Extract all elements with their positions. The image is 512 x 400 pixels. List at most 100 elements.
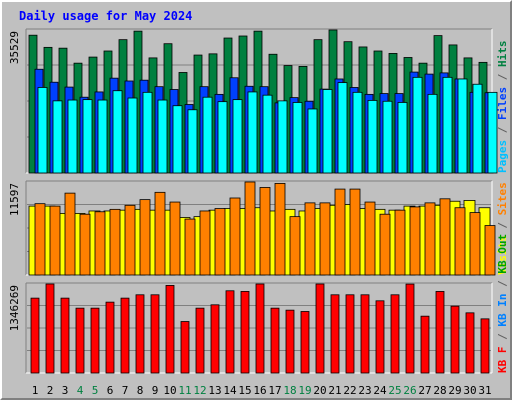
bar [277,100,288,174]
bar [457,78,468,174]
x-tick-label: 31 [478,384,491,397]
bar [424,202,436,276]
legend-entry: Sites [496,182,509,215]
series-pages [37,76,498,174]
panel-max-label: 1346269 [8,285,21,331]
bar [52,100,63,174]
bar [465,312,475,374]
bar [195,307,205,374]
panel-max-label: 35529 [8,31,21,64]
x-tick-label: 30 [463,384,476,397]
x-tick-label: 4 [77,384,84,397]
x-tick-label: 26 [403,384,416,397]
bar [315,283,325,374]
bar [75,307,85,374]
x-tick-label: 8 [137,384,144,397]
x-tick-label: 6 [107,384,114,397]
bar [487,91,498,174]
bar [49,205,61,276]
x-tick-label: 16 [253,384,266,397]
bar [360,294,370,374]
bar [270,307,280,374]
legend-entry: KB F [496,347,509,374]
bar [307,108,318,174]
x-tick-label: 29 [448,384,461,397]
bar [292,102,303,174]
bar [330,294,340,374]
panel-max-label: 11597 [8,183,21,216]
bar [229,197,241,276]
bar [439,198,451,276]
bar [390,294,400,374]
bar [379,213,391,276]
bar [409,206,421,276]
bar [124,204,136,276]
x-tick-label: 3 [62,384,69,397]
bar [247,91,258,174]
bar [109,208,121,276]
bar [157,99,168,174]
x-tick-label: 21 [328,384,341,397]
bar [367,100,378,174]
bar [304,202,316,276]
bar [349,188,361,276]
bar [217,101,228,174]
bar [484,225,496,276]
bar [184,218,196,276]
bar [67,99,78,174]
bar [97,99,108,174]
bar [202,96,213,174]
x-tick-label: 23 [358,384,371,397]
panel-mid: 11597 Visits / Sites [8,180,509,276]
bar [180,321,190,374]
panel-top: 35529 Pages / Files / Hits [8,28,509,174]
bar [142,91,153,174]
bar [352,91,363,174]
bar [154,191,166,276]
legend-entry: / [496,67,509,87]
bar [420,315,430,374]
bar [60,297,70,374]
bar [274,183,286,276]
bar [45,283,55,374]
bar [472,83,483,174]
bar [454,207,466,276]
bar [112,90,123,174]
bar [172,105,183,174]
bar [90,307,100,374]
x-tick-label: 27 [418,384,431,397]
bar [34,203,46,276]
bar [135,294,145,374]
x-tick-label: 9 [152,384,159,397]
bar [262,94,273,174]
x-tick-label: 18 [283,384,296,397]
bar [169,201,181,276]
bar [244,181,256,276]
bar [375,300,385,374]
bar [150,294,160,374]
bar [334,188,346,276]
panel-legend: Visits / Sites [496,182,509,275]
x-tick-label: 19 [298,384,311,397]
bar [259,187,271,276]
bar [127,97,138,174]
series-kb-f [30,283,490,374]
legend-entry: / [496,120,509,140]
legend-entry: / [496,215,509,235]
x-tick-label: 7 [122,384,129,397]
legend-entry: KB In [496,294,509,327]
legend-entry: KB Out [496,234,509,274]
x-tick-label: 14 [223,384,237,397]
bar [319,202,331,276]
bar [139,199,151,276]
bar [480,318,490,374]
x-tick-label: 24 [373,384,387,397]
panel-legend: Pages / Files / Hits [496,41,509,174]
bar [64,192,76,276]
x-tick-label: 20 [313,384,326,397]
bar [187,109,198,174]
bar [289,216,301,276]
bar [232,99,243,174]
